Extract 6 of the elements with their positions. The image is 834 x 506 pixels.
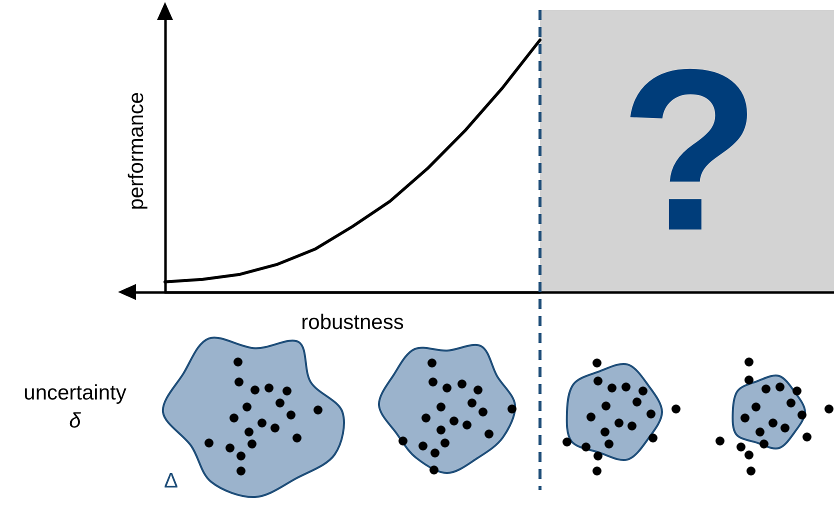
x-axis-title: robustness <box>301 311 404 334</box>
y-axis-title: performance <box>125 92 148 210</box>
text: ? <box>620 22 760 278</box>
text: δ <box>69 410 82 432</box>
text: uncertainty <box>24 382 127 404</box>
text: Δ <box>164 470 178 492</box>
